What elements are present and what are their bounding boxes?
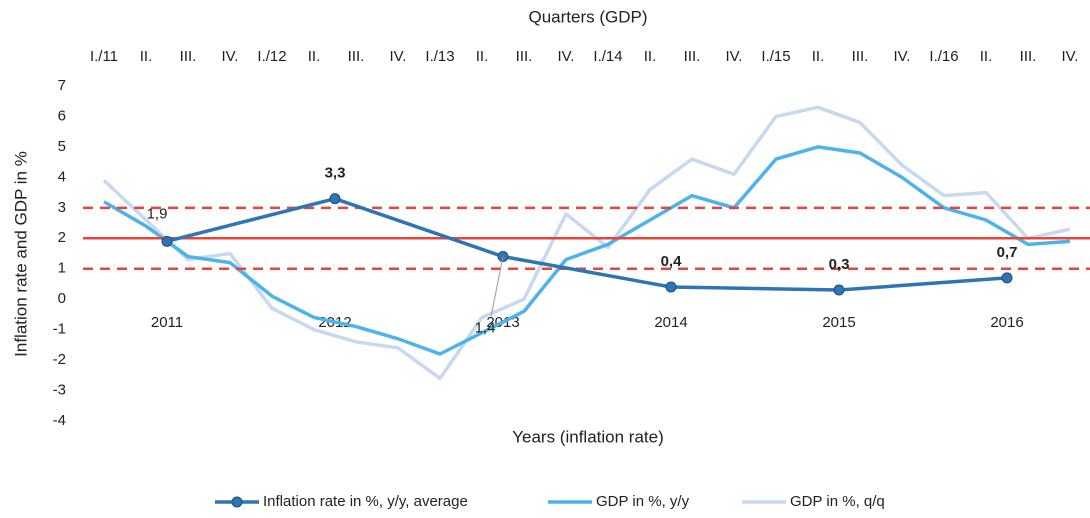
year-label: 2011 (151, 314, 183, 331)
y-tick-label: 3 (58, 199, 66, 216)
x-tick-label: III. (852, 48, 869, 65)
y-tick-label: -1 (53, 321, 66, 338)
y-tick-label: -3 (53, 382, 66, 399)
leader-line (490, 256, 504, 317)
y-tick-label: 5 (58, 138, 66, 155)
legend-label: GDP in %, y/y (596, 493, 690, 510)
marker (665, 281, 677, 293)
y-tick-label: 2 (58, 229, 66, 246)
marker (833, 284, 845, 296)
year-label: 2016 (990, 314, 1023, 331)
marker (1001, 272, 1013, 284)
y-tick-label: 6 (58, 107, 66, 124)
y-tick-label: 4 (58, 168, 66, 185)
marker (161, 235, 173, 247)
chart-title: Quarters (GDP) (528, 7, 647, 26)
y-axis-title: Inflation rate and GDP in % (11, 151, 30, 357)
legend-label: Inflation rate in %, y/y, average (263, 493, 468, 510)
x-tick-label: II. (308, 48, 321, 65)
series-line (103, 145, 1071, 356)
x-tick-label: III. (348, 48, 365, 65)
marker (329, 193, 341, 205)
series-line (102, 105, 1071, 381)
x-tick-label: IV. (726, 48, 743, 65)
x-tick-label: IV. (558, 48, 575, 65)
y-tick-label: -4 (53, 412, 66, 429)
x-tick-label: I./16 (929, 48, 958, 65)
x-tick-label: II. (140, 48, 153, 65)
y-tick-label: 1 (58, 260, 66, 277)
x-tick-label: III. (684, 48, 701, 65)
x-tick-label: III. (1020, 48, 1037, 65)
data-label: 1,4 (475, 320, 496, 337)
x-tick-label: II. (812, 48, 825, 65)
data-label: 3,3 (325, 165, 346, 182)
year-label: 2014 (654, 314, 687, 331)
y-tick-label: 0 (58, 290, 66, 307)
year-label: 2015 (822, 314, 855, 331)
x-tick-label: IV. (390, 48, 407, 65)
x-axis-title: Years (inflation rate) (512, 427, 664, 446)
x-tick-label: II. (644, 48, 657, 65)
x-tick-label: I./13 (425, 48, 454, 65)
data-label: 1,9 (147, 205, 168, 222)
x-tick-label: IV. (222, 48, 239, 65)
x-tick-label: I./11 (90, 48, 118, 65)
x-tick-label: I./14 (593, 48, 622, 65)
legend-marker (231, 496, 243, 508)
x-tick-label: II. (980, 48, 993, 65)
x-tick-label: IV. (894, 48, 911, 65)
y-tick-label: -2 (53, 351, 66, 368)
x-tick-label: IV. (1062, 48, 1079, 65)
y-tick-label: 7 (58, 77, 66, 94)
x-tick-label: I./12 (257, 48, 286, 65)
x-tick-label: III. (516, 48, 533, 65)
legend-label: GDP in %, q/q (790, 493, 885, 510)
x-tick-label: I./15 (761, 48, 790, 65)
x-tick-label: II. (476, 48, 489, 65)
data-label: 0,7 (997, 244, 1018, 261)
data-label: 0,4 (661, 253, 683, 270)
data-label: 0,3 (829, 256, 850, 273)
x-tick-label: III. (180, 48, 197, 65)
series-line (166, 196, 1008, 292)
